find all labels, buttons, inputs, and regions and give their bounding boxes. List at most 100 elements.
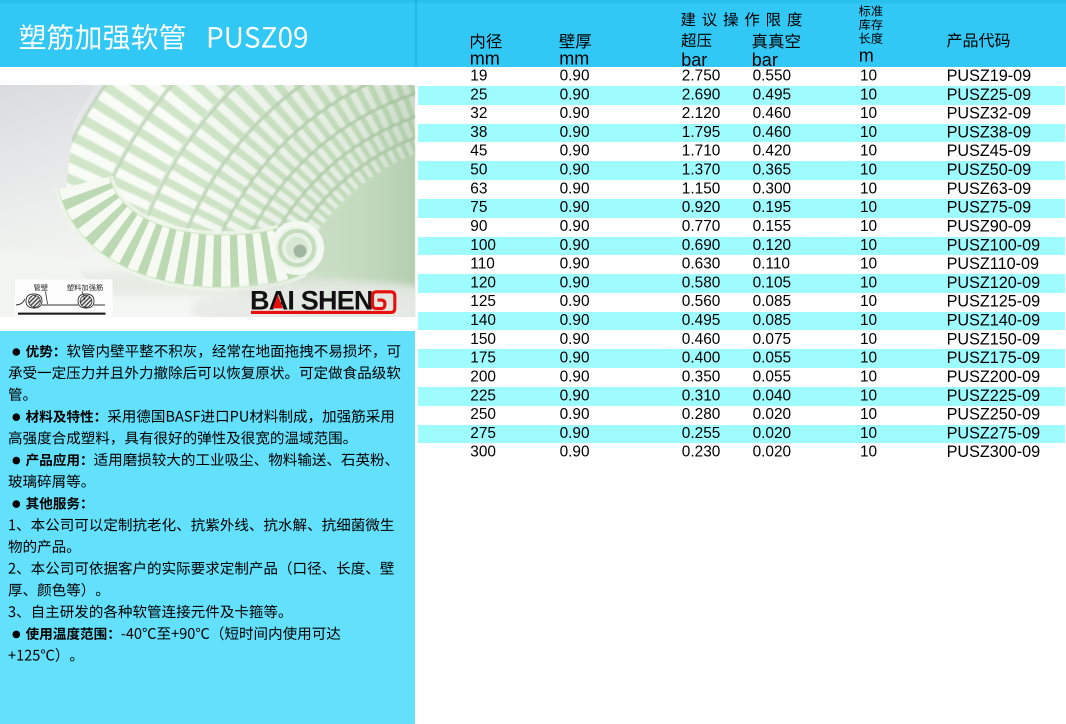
svg-text:1.150: 1.150 <box>682 180 721 197</box>
svg-text:PUSZ110-09: PUSZ110-09 <box>947 255 1039 273</box>
svg-text:2.120: 2.120 <box>682 105 721 122</box>
svg-text:110: 110 <box>470 256 495 273</box>
svg-text:0.90: 0.90 <box>560 105 590 122</box>
svg-text:0.495: 0.495 <box>682 312 721 329</box>
svg-text:225: 225 <box>470 387 496 404</box>
svg-text:0.040: 0.040 <box>753 387 792 404</box>
svg-text:1.370: 1.370 <box>682 162 721 179</box>
svg-text:10: 10 <box>860 105 877 122</box>
svg-text:0.90: 0.90 <box>560 350 590 367</box>
svg-text:mm: mm <box>559 49 589 69</box>
svg-text:0.90: 0.90 <box>560 444 590 461</box>
svg-text:PUSZ63-09: PUSZ63-09 <box>947 180 1032 198</box>
svg-text:0.90: 0.90 <box>560 406 590 423</box>
svg-text:120: 120 <box>470 274 496 291</box>
svg-text:10: 10 <box>860 387 877 404</box>
svg-text:0.300: 0.300 <box>753 180 792 197</box>
svg-text:0.90: 0.90 <box>560 368 590 385</box>
svg-text:1.795: 1.795 <box>682 124 721 141</box>
svg-text:0.155: 0.155 <box>753 218 792 235</box>
svg-text:0.495: 0.495 <box>753 86 792 103</box>
svg-text:0.020: 0.020 <box>753 406 792 423</box>
svg-text:bar: bar <box>752 50 778 70</box>
svg-text:10: 10 <box>860 124 877 141</box>
svg-text:10: 10 <box>860 180 877 197</box>
svg-text:2.690: 2.690 <box>682 86 721 103</box>
svg-text:175: 175 <box>470 350 496 367</box>
svg-text:0.770: 0.770 <box>682 218 721 235</box>
svg-text:150: 150 <box>470 331 496 348</box>
svg-text:0.90: 0.90 <box>560 237 590 254</box>
svg-text:PUSZ38-09: PUSZ38-09 <box>947 123 1032 141</box>
svg-text:0.690: 0.690 <box>682 237 721 254</box>
svg-text:0.120: 0.120 <box>753 237 792 254</box>
svg-text:0.460: 0.460 <box>753 124 792 141</box>
svg-text:10: 10 <box>860 406 877 423</box>
svg-text:0.90: 0.90 <box>560 86 590 103</box>
svg-text:10: 10 <box>860 143 877 160</box>
svg-text:90: 90 <box>470 218 487 235</box>
svg-text:0.255: 0.255 <box>682 425 721 442</box>
svg-text:0.075: 0.075 <box>753 331 792 348</box>
svg-text:10: 10 <box>860 274 877 291</box>
svg-text:10: 10 <box>860 162 877 179</box>
svg-text:0.90: 0.90 <box>560 124 590 141</box>
svg-text:0.020: 0.020 <box>753 444 792 461</box>
svg-text:10: 10 <box>860 218 877 235</box>
svg-text:mm: mm <box>470 49 500 69</box>
svg-text:BAI SHEN: BAI SHEN <box>250 285 373 315</box>
svg-text:19: 19 <box>470 68 487 85</box>
svg-text:PUSZ50-09: PUSZ50-09 <box>947 161 1032 179</box>
svg-text:0.055: 0.055 <box>753 350 792 367</box>
svg-text:10: 10 <box>860 237 877 254</box>
svg-text:0.085: 0.085 <box>753 312 792 329</box>
svg-text:PUSZ100-09: PUSZ100-09 <box>947 236 1041 254</box>
svg-text:275: 275 <box>470 425 496 442</box>
svg-text:75: 75 <box>470 199 487 216</box>
svg-text:0.920: 0.920 <box>682 199 721 216</box>
svg-text:63: 63 <box>470 180 487 197</box>
svg-text:PUSZ45-09: PUSZ45-09 <box>947 142 1032 160</box>
svg-text:140: 140 <box>470 312 496 329</box>
svg-text:0.630: 0.630 <box>682 256 721 273</box>
svg-text:0.280: 0.280 <box>682 406 721 423</box>
svg-text:0.90: 0.90 <box>560 199 590 216</box>
svg-text:PUSZ300-09: PUSZ300-09 <box>947 443 1041 461</box>
svg-text:10: 10 <box>860 256 877 273</box>
svg-text:0.90: 0.90 <box>560 218 590 235</box>
svg-text:0.460: 0.460 <box>753 105 792 122</box>
svg-text:32: 32 <box>470 105 487 122</box>
svg-text:1.710: 1.710 <box>682 143 721 160</box>
svg-text:25: 25 <box>470 86 487 103</box>
svg-text:0.580: 0.580 <box>682 274 721 291</box>
svg-text:0.460: 0.460 <box>682 331 721 348</box>
svg-text:45: 45 <box>470 143 487 160</box>
svg-text:PUSZ32-09: PUSZ32-09 <box>947 105 1032 123</box>
svg-text:0.90: 0.90 <box>560 256 590 273</box>
svg-text:2.750: 2.750 <box>682 68 721 85</box>
svg-text:PUSZ225-09: PUSZ225-09 <box>947 387 1041 405</box>
svg-text:0.90: 0.90 <box>560 387 590 404</box>
svg-text:10: 10 <box>860 312 877 329</box>
svg-text:PUSZ25-09: PUSZ25-09 <box>947 86 1032 104</box>
svg-text:0.90: 0.90 <box>560 274 590 291</box>
svg-text:PUSZ275-09: PUSZ275-09 <box>947 424 1041 442</box>
svg-text:100: 100 <box>470 237 496 254</box>
svg-text:0.90: 0.90 <box>560 293 590 310</box>
svg-text:0.105: 0.105 <box>753 274 792 291</box>
svg-text:PUSZ200-09: PUSZ200-09 <box>947 368 1041 386</box>
svg-text:50: 50 <box>470 162 487 179</box>
svg-text:10: 10 <box>860 86 877 103</box>
svg-text:bar: bar <box>681 50 707 70</box>
svg-text:0.90: 0.90 <box>560 143 590 160</box>
svg-text:PUSZ250-09: PUSZ250-09 <box>947 406 1041 424</box>
svg-text:0.055: 0.055 <box>753 368 792 385</box>
svg-text:0.400: 0.400 <box>682 350 721 367</box>
svg-text:0.90: 0.90 <box>560 425 590 442</box>
svg-text:m: m <box>859 46 874 66</box>
svg-text:PUSZ140-09: PUSZ140-09 <box>947 312 1041 330</box>
svg-text:10: 10 <box>860 68 877 85</box>
svg-text:0.350: 0.350 <box>682 368 721 385</box>
svg-text:200: 200 <box>470 368 496 385</box>
svg-text:10: 10 <box>860 331 877 348</box>
